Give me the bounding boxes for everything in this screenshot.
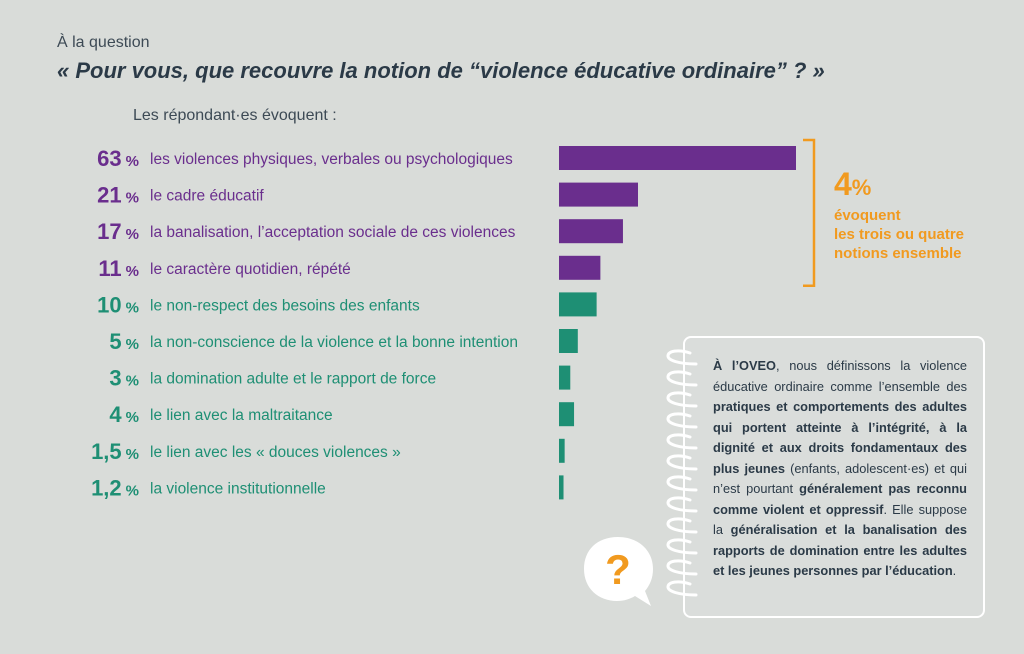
bracket-text-line: les trois ou quatre [834,226,965,243]
category-label: les violences physiques, verbales ou psy… [150,151,513,168]
intro-text: À la question [57,34,150,51]
definition-bold-segment: À l’OVEO [713,358,777,373]
oveo-definition: À l’OVEO, nous définissons la violence é… [713,356,967,582]
value-label: 63% [97,146,139,171]
spiral-ring [666,454,698,471]
category-label: le non-respect des besoins des enfants [150,297,420,314]
category-label: le cadre éducatif [150,188,264,205]
value-number: 4 [109,402,122,427]
value-number: 5 [109,329,121,354]
bar [559,402,575,427]
spiral-ring [666,475,698,492]
bar [559,365,571,390]
category-label: la violence institutionnelle [150,480,326,497]
definition-segment: (enfants, adolescent·es) et qui n’est po… [713,460,967,497]
value-unit: % [126,190,139,207]
value-number: 1,2 [91,475,122,500]
value-label: 17% [97,219,139,244]
question-mark-speech-bubble-icon: ? [584,537,653,606]
bracket-text: évoquent les trois ou quatre notions ensem… [834,206,964,263]
definition-bold-segment: pratiques et comportements des adultes q… [713,399,967,476]
value-number: 3 [109,366,121,391]
category-label: le caractère quotidien, répété [150,261,351,278]
spiral-ring [666,517,698,534]
value-unit: % [126,299,139,316]
bar [559,182,638,207]
bracket-text-line: évoquent [834,207,901,224]
spiral-ring [666,391,698,408]
definition-bold-segment: généralement pas reconnu comme violent e… [713,481,967,517]
value-unit: % [126,263,139,280]
bracket-text-line: notions ensemble [834,245,962,262]
category-label: le lien avec les « douces violences » [150,444,401,461]
value-unit: % [126,226,139,243]
value-number: 10 [97,292,121,317]
value-number: 17 [97,219,121,244]
value-label: 3% [109,366,139,391]
category-label: la banalisation, l’acceptation sociale d… [150,224,516,241]
svg-text:?: ? [605,546,631,593]
bar [559,329,578,353]
definition-segment: . [952,563,957,578]
value-unit: % [126,446,139,463]
spiral-ring [666,580,698,597]
value-label: 21% [97,183,139,208]
spiral-ring [666,370,698,387]
value-label: 5% [109,329,139,354]
value-unit: % [126,336,139,353]
bar [559,255,601,280]
value-label: 11% [98,256,139,281]
question-title: « Pour vous, que recouvre la notion de “… [57,58,825,83]
definition-segment: , nous définissons la violence éducative… [713,358,967,394]
bracket-value: 4% [834,166,872,202]
value-unit: % [126,409,139,426]
notebook-spiral-rings-icon [666,349,698,597]
respondents-label: Les répondant·es évoquent : [133,107,337,124]
value-label: 1,2% [91,475,139,500]
bar [559,219,623,244]
bar [559,146,796,170]
value-label: 4% [109,402,139,427]
spiral-ring [666,433,698,450]
bar [559,475,564,500]
spiral-ring [666,496,698,513]
spiral-ring [666,538,698,555]
value-unit: % [126,482,139,499]
definition-segment: . Elle suppose la [713,501,967,538]
spiral-ring [666,349,698,366]
value-label: 1,5% [91,439,139,464]
value-number: 11 [98,256,121,281]
value-unit: % [126,373,139,390]
value-number: 21 [97,183,121,208]
category-label: la domination adulte et le rapport de fo… [150,371,436,388]
bar [559,438,565,463]
definition-bold-segment: généralisation et la banalisation des ra… [713,522,968,578]
right-bracket-icon [803,138,816,288]
bar [559,292,597,317]
category-label: la non-conscience de la violence et la b… [150,334,518,351]
value-number: 1,5 [91,439,122,464]
spiral-ring [666,559,698,576]
spiral-ring [666,412,698,429]
value-label: 10% [97,292,139,317]
value-unit: % [126,153,139,170]
value-number: 63 [97,146,121,171]
category-label: le lien avec la maltraitance [150,407,333,424]
